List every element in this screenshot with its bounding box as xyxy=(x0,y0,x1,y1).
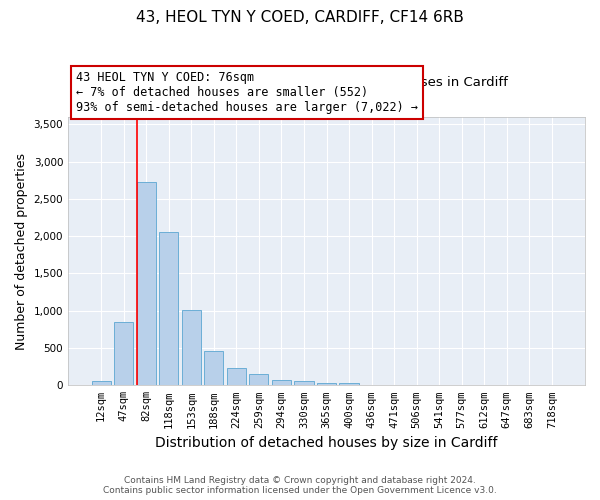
Bar xyxy=(182,310,201,386)
Bar xyxy=(159,232,178,386)
Text: Contains HM Land Registry data © Crown copyright and database right 2024.
Contai: Contains HM Land Registry data © Crown c… xyxy=(103,476,497,495)
Text: 43, HEOL TYN Y COED, CARDIFF, CF14 6RB: 43, HEOL TYN Y COED, CARDIFF, CF14 6RB xyxy=(136,10,464,25)
Bar xyxy=(204,352,223,386)
Bar xyxy=(227,368,246,386)
Text: 43 HEOL TYN Y COED: 76sqm
← 7% of detached houses are smaller (552)
93% of semi-: 43 HEOL TYN Y COED: 76sqm ← 7% of detach… xyxy=(76,71,418,114)
X-axis label: Distribution of detached houses by size in Cardiff: Distribution of detached houses by size … xyxy=(155,436,498,450)
Bar xyxy=(272,380,291,386)
Bar xyxy=(362,384,381,386)
Bar xyxy=(92,381,110,386)
Title: Size of property relative to detached houses in Cardiff: Size of property relative to detached ho… xyxy=(146,76,508,90)
Bar xyxy=(114,322,133,386)
Bar xyxy=(340,384,359,386)
Bar xyxy=(317,382,336,386)
Bar xyxy=(295,381,314,386)
Bar xyxy=(137,182,156,386)
Bar xyxy=(250,374,268,386)
Y-axis label: Number of detached properties: Number of detached properties xyxy=(15,152,28,350)
